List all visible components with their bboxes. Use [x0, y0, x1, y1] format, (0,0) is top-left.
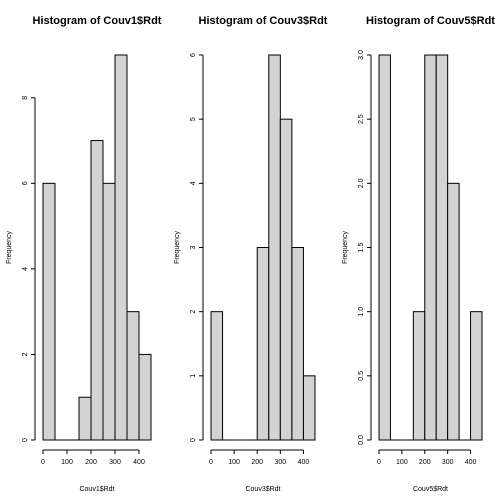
x-tick-label: 100	[228, 459, 240, 466]
histogram-bar	[470, 311, 483, 441]
histogram-bar	[435, 54, 449, 441]
x-tick-label: 200	[251, 459, 263, 466]
chart-title: Histogram of Couv5$Rdt	[366, 15, 495, 27]
histogram-panel-3: Histogram of Couv5$Rdt 0.0 0.5 1.0 1.5 2.0 2.5…	[342, 15, 495, 493]
histogram-bar	[126, 311, 140, 441]
y-tick-label: 2.5	[358, 114, 365, 124]
y-tick-label: 1.5	[358, 243, 365, 253]
x-tick-label: 300	[274, 459, 286, 466]
y-tick-label: 3	[190, 245, 197, 249]
histogram-bar	[138, 353, 152, 441]
y-tick-label: 5	[190, 117, 197, 121]
x-tick-label: 400	[465, 459, 477, 466]
x-axis: 0 100 200 300 400 Couv3$Rdt	[209, 449, 310, 493]
histogram-bar	[412, 311, 426, 441]
x-axis-label: Couv5$Rdt	[413, 486, 448, 493]
x-tick-label: 400	[298, 459, 310, 466]
x-axis-label: Couv1$Rdt	[79, 486, 114, 493]
histogram-bar	[447, 182, 460, 441]
y-axis-label: Frequency	[6, 230, 13, 264]
y-tick-label: 2	[190, 310, 197, 314]
y-tick-label: 0	[22, 438, 29, 442]
x-tick-label: 300	[109, 459, 121, 466]
chart-title: Histogram of Couv1$Rdt	[33, 15, 162, 27]
histogram-panel-2: Histogram of Couv3$Rdt 0 1 2 3 4 5 6 Frequency 0 1…	[174, 15, 328, 493]
histogram-bar	[279, 118, 293, 441]
y-tick-label: 6	[22, 181, 29, 185]
y-tick-label: 6	[190, 53, 197, 57]
x-tick-label: 200	[85, 459, 97, 466]
x-tick-label: 0	[41, 459, 45, 466]
y-tick-label: 0.5	[358, 371, 365, 381]
x-axis: 0 100 200 300 400 Couv5$Rdt	[377, 449, 477, 493]
x-axis-label: Couv3$Rdt	[245, 486, 280, 493]
y-tick-label: 2.0	[358, 178, 365, 188]
x-axis: 0 100 200 300 400 Couv1$Rdt	[41, 449, 145, 493]
y-axis-label: Frequency	[342, 230, 349, 264]
histogram-bar	[114, 54, 128, 441]
histogram-bar	[302, 375, 316, 441]
x-tick-label: 0	[377, 459, 381, 466]
y-tick-label: 4	[190, 181, 197, 185]
histogram-bar	[424, 54, 437, 441]
x-tick-label: 100	[61, 459, 73, 466]
y-tick-label: 0.0	[358, 435, 365, 445]
y-tick-label: 4	[22, 267, 29, 271]
y-tick-label: 1.0	[358, 307, 365, 317]
histogram-bar	[42, 182, 56, 441]
x-tick-label: 400	[133, 459, 145, 466]
histogram-bar	[78, 396, 92, 441]
y-axis: 0.0 0.5 1.0 1.5 2.0 2.5 3.0 Frequency	[342, 50, 372, 445]
histogram-bar	[90, 140, 104, 441]
histogram-panel-1: Histogram of Couv1$Rdt 0 2 4 6 8 Frequency 0 100…	[6, 15, 162, 493]
y-tick-label: 3.0	[358, 50, 365, 60]
y-tick-label: 2	[22, 352, 29, 356]
y-axis: 0 2 4 6 8 Frequency	[6, 96, 36, 442]
x-tick-label: 300	[442, 459, 454, 466]
y-tick-label: 1	[190, 374, 197, 378]
histogram-bar	[268, 54, 281, 441]
histogram-bar	[256, 247, 270, 441]
x-tick-label: 0	[209, 459, 213, 466]
y-tick-label: 0	[190, 438, 197, 442]
histogram-bar	[378, 54, 391, 441]
histogram-bar	[291, 247, 304, 441]
histogram-bar	[102, 182, 116, 441]
y-axis-label: Frequency	[174, 230, 181, 264]
chart-title: Histogram of Couv3$Rdt	[199, 15, 328, 27]
y-tick-label: 8	[22, 96, 29, 100]
x-tick-label: 100	[396, 459, 408, 466]
y-axis: 0 1 2 3 4 5 6 Frequency	[174, 53, 204, 442]
histogram-bar	[210, 311, 224, 441]
x-tick-label: 200	[419, 459, 431, 466]
